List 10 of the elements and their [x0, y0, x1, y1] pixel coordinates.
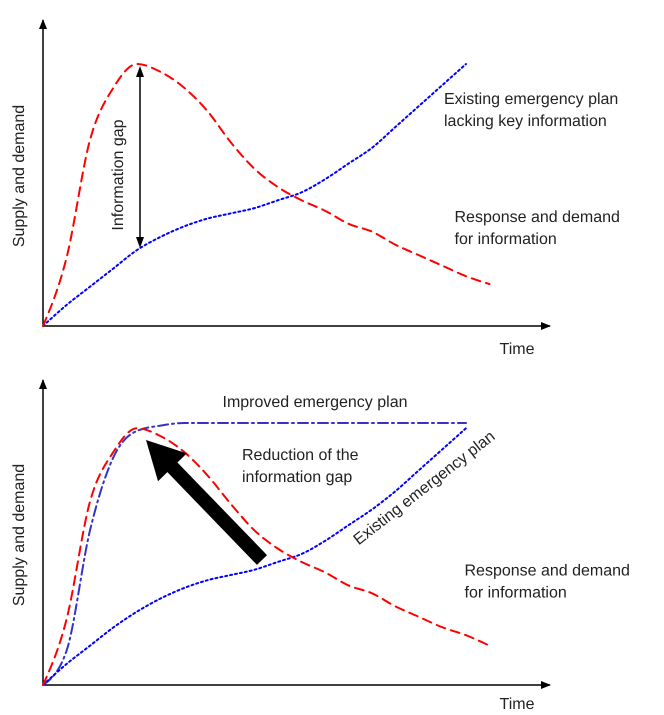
y-axis-title: Supply and demand	[11, 104, 28, 248]
annotation: Information gap	[110, 119, 127, 231]
x-axis-title: Time	[500, 696, 535, 713]
x-axis-title: Time	[500, 341, 535, 358]
y-axis-title: Supply and demand	[11, 464, 28, 606]
annotation: Reduction of the information gap	[242, 447, 359, 486]
series-label: Response and demand for information	[454, 209, 620, 248]
series-label: Existing emergency plan lacking key information	[444, 91, 618, 130]
series-label: Response and demand for information	[464, 562, 630, 602]
series-label: Improved emergency plan	[222, 394, 408, 411]
